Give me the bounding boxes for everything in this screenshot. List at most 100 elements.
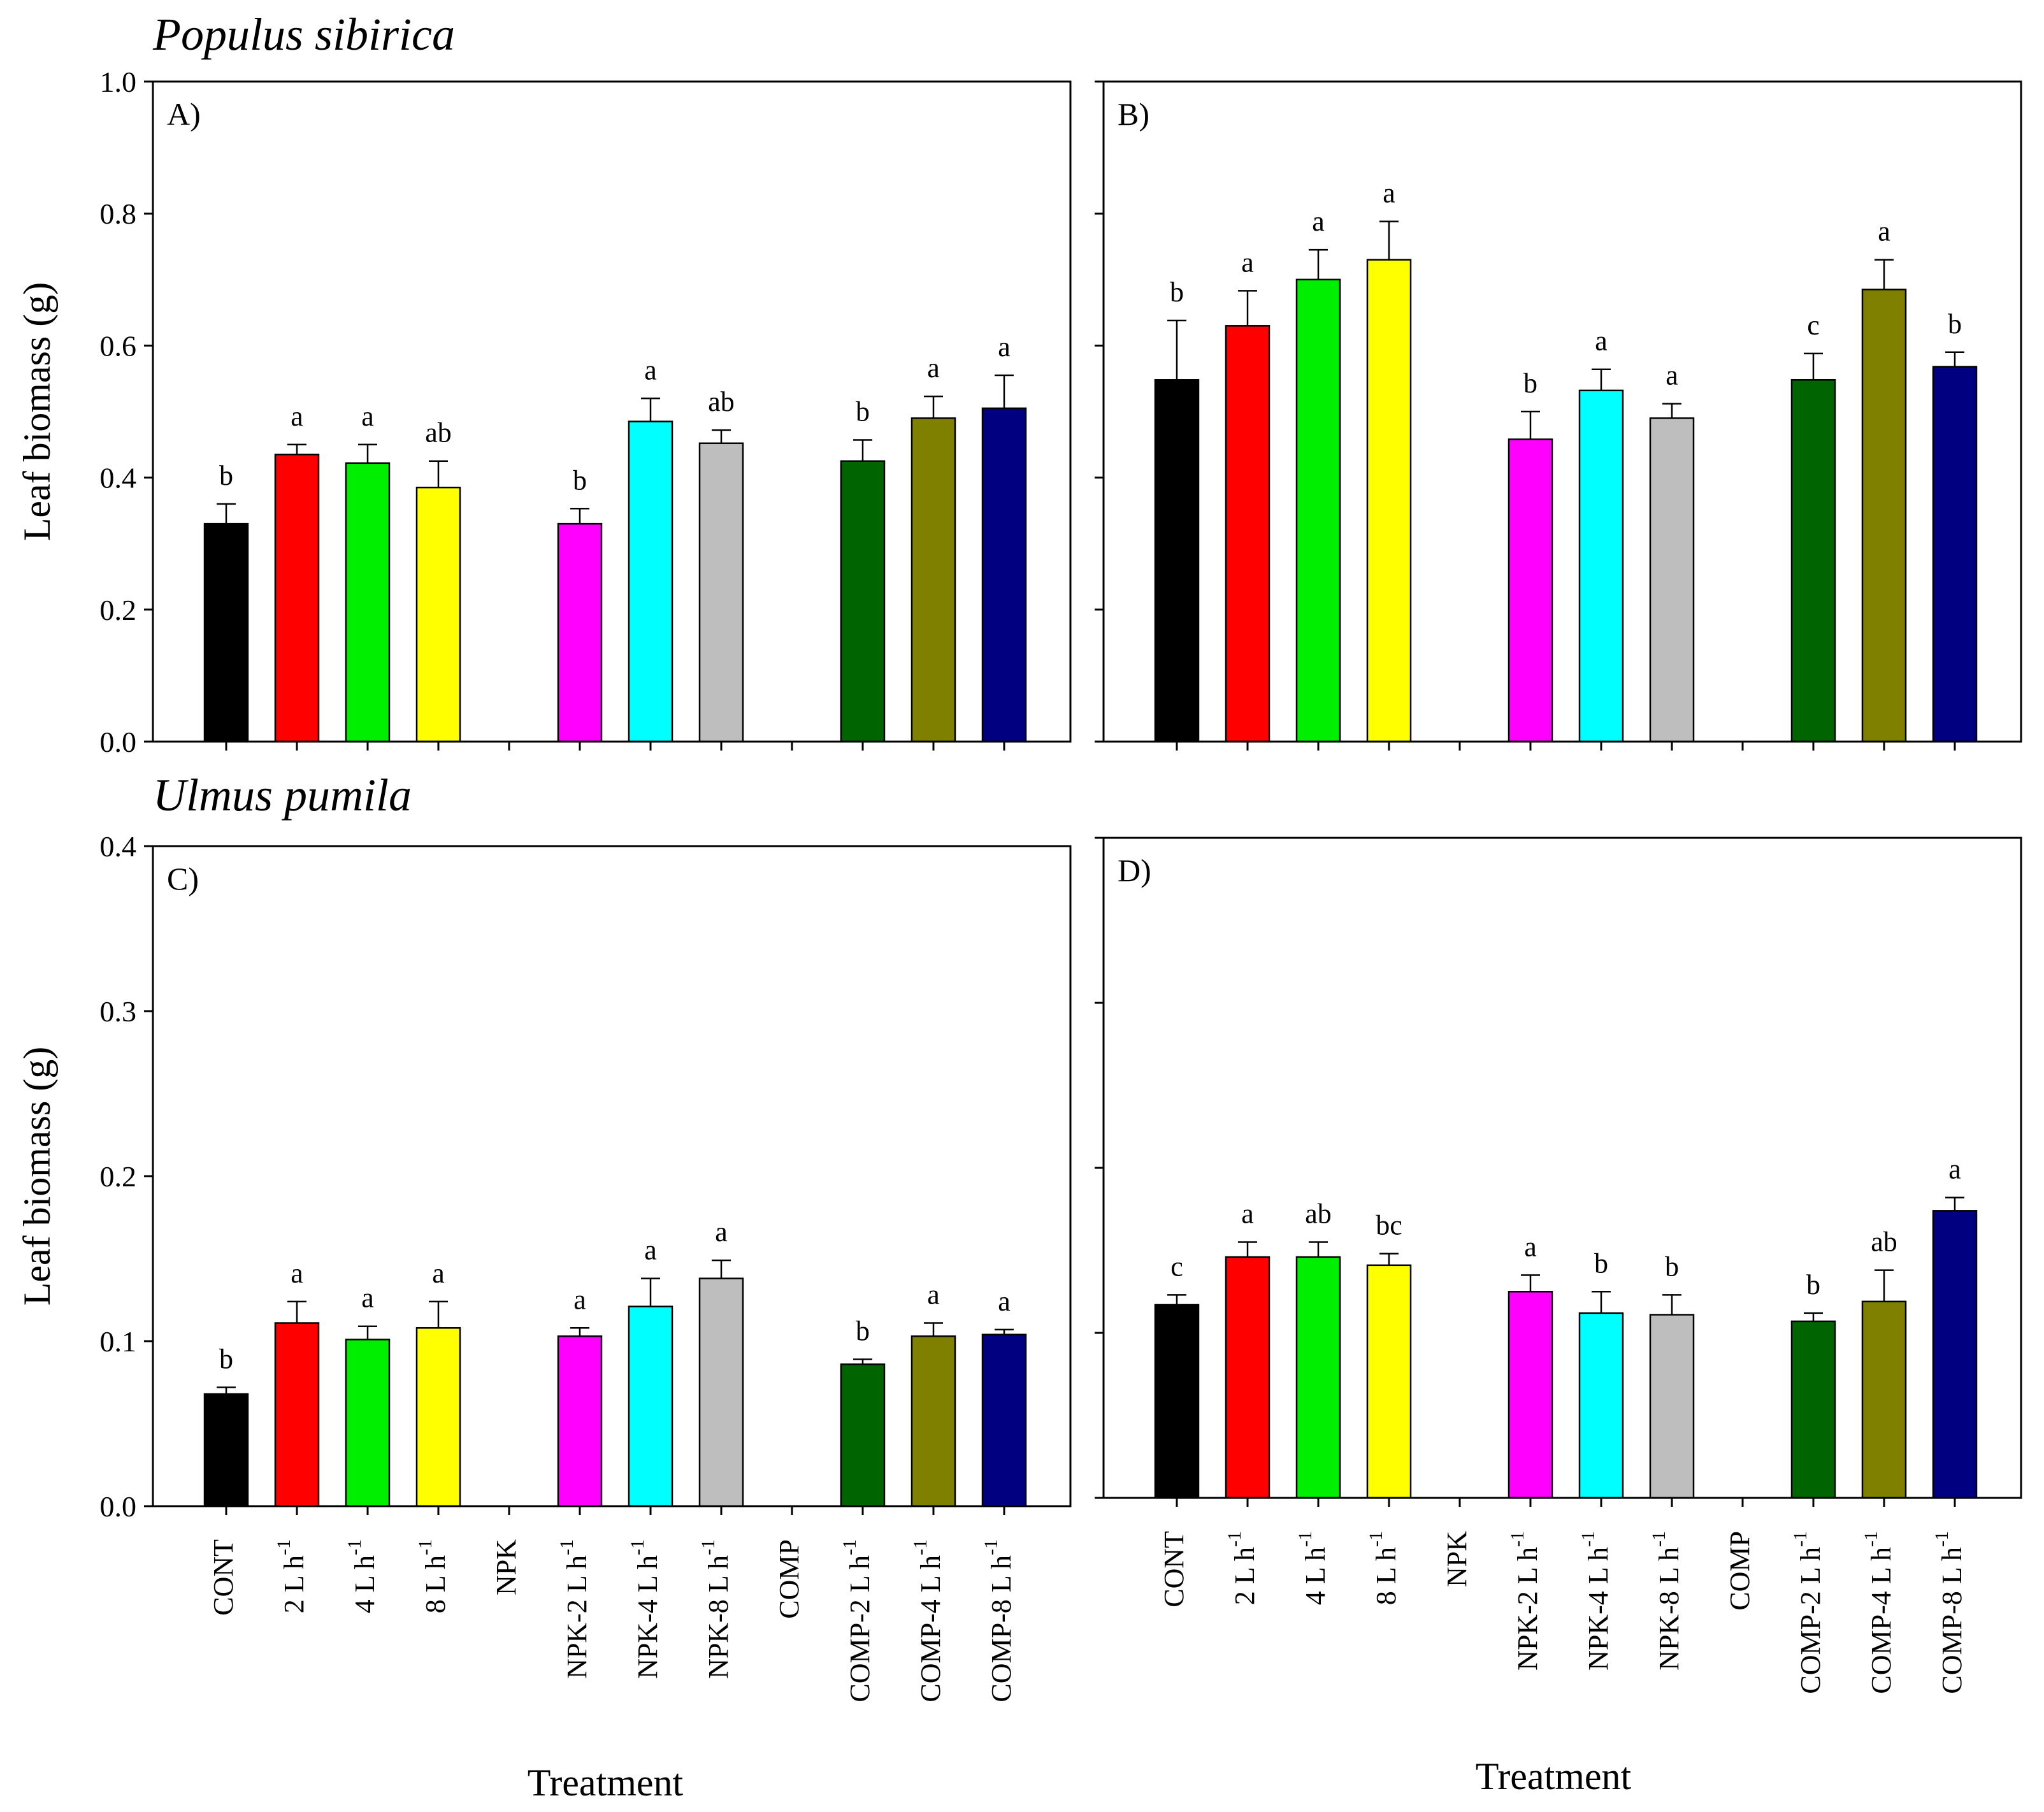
panel-c-xlabel-comp-8-l-h-1: COMP-8 L h-1 [981, 1539, 1017, 1702]
panel-d-xlabel-comp: COMP [1724, 1531, 1755, 1611]
panel-b-error-bar-cont [1167, 319, 1186, 380]
panel-c-xlabel-4-l-h-1: 4 L h-1 [344, 1539, 380, 1613]
panel-d-sig-letter-comp-2-l-h-1: b [1806, 1269, 1820, 1300]
panel-a-sig-letter-npk-4-l-h-1: a [644, 354, 657, 385]
panel-d-xlabel-npk-2-l-h-1: NPK-2 L h-1 [1507, 1531, 1543, 1671]
panel-d-bar-comp-2-l-h-1 [1790, 1320, 1836, 1499]
panel-a-ytick-label: 0.6 [100, 329, 137, 362]
panel-c-bar-8-l-h-1 [415, 1327, 461, 1507]
panel-a-sig-letter-npk-8-l-h-1: ab [708, 386, 735, 417]
panel-c-bar-cont [203, 1393, 249, 1507]
panel-c-sig-letter-npk-4-l-h-1: a [644, 1235, 657, 1266]
panel-d-sig-letter-cont: c [1170, 1251, 1183, 1282]
panel-b-error-bar-npk-4-l-h-1 [1592, 368, 1611, 391]
panel-a-bar-comp-4-l-h-1 [910, 417, 956, 743]
panel-b-sig-letter-cont: b [1170, 277, 1184, 308]
panel-b-frame [1102, 80, 2022, 743]
panel-b-error-bar-npk-8-l-h-1 [1662, 403, 1681, 419]
panel-b-sig-letter-4-l-h-1: a [1312, 206, 1325, 237]
panel-d-sig-letter-comp-4-l-h-1: ab [1871, 1226, 1897, 1258]
panel-c-bar-2-l-h-1 [274, 1322, 320, 1507]
panel-c-sig-letter-npk-8-l-h-1: a [715, 1216, 728, 1248]
panel-d-bar-npk-2-l-h-1 [1508, 1291, 1553, 1499]
panel-c-sig-letter-4-l-h-1: a [361, 1283, 374, 1314]
panel-a-sig-letter-8-l-h-1: ab [425, 417, 452, 449]
panel-b-sig-letter-comp-2-l-h-1: c [1807, 310, 1820, 341]
panel-d-xlabel-comp-8-l-h-1: COMP-8 L h-1 [1931, 1531, 1968, 1694]
panel-d-frame [1102, 837, 2022, 1499]
panel-c-error-bar-npk-4-l-h-1 [641, 1277, 660, 1307]
panel-d-sig-letter-npk-4-l-h-1: b [1594, 1248, 1608, 1279]
panel-a-frame [152, 80, 1072, 743]
panel-a-error-bar-cont [217, 503, 236, 524]
panel-d-xlabel-npk-4-l-h-1: NPK-4 L h-1 [1578, 1531, 1614, 1671]
panel-c-bar-comp-2-l-h-1 [840, 1363, 886, 1507]
panel-a-error-bar-comp-4-l-h-1 [924, 395, 943, 419]
panel-a-bar-2-l-h-1 [274, 454, 320, 743]
panel-c-error-bar-npk-8-l-h-1 [712, 1259, 731, 1279]
panel-a-sig-letter-npk-2-l-h-1: b [573, 464, 587, 496]
panel-d-error-bar-comp-8-l-h-1 [1945, 1197, 1964, 1211]
panel-d-sig-letter-4-l-h-1: ab [1305, 1198, 1332, 1230]
panel-b-sig-letter-2-l-h-1: a [1241, 247, 1254, 278]
panel-b-bar-4-l-h-1 [1295, 278, 1341, 743]
panel-d-xlabel-comp-2-l-h-1: COMP-2 L h-1 [1790, 1531, 1826, 1694]
panel-c-error-bar-4-l-h-1 [358, 1325, 377, 1340]
panel-d-sig-letter-npk-8-l-h-1: b [1665, 1251, 1679, 1282]
panel-c-y-axis-title: Leaf biomass (g) [16, 1047, 58, 1306]
panel-b-bar-comp-2-l-h-1 [1790, 379, 1836, 743]
panel-d-error-bar-2-l-h-1 [1238, 1241, 1257, 1257]
panel-c-bar-npk-8-l-h-1 [698, 1277, 744, 1507]
panel-d-error-bar-8-l-h-1 [1379, 1253, 1399, 1265]
panel-b-bar-npk-4-l-h-1 [1578, 389, 1624, 743]
panel-d-xlabel-comp-4-l-h-1: COMP-4 L h-1 [1860, 1531, 1897, 1694]
panel-c-error-bar-comp-2-l-h-1 [853, 1358, 872, 1365]
panel-c-sig-letter-2-l-h-1: a [291, 1258, 303, 1289]
panel-c-ytick-label: 0.3 [100, 995, 137, 1028]
panel-c-xlabel-comp-4-l-h-1: COMP-4 L h-1 [910, 1539, 946, 1702]
panel-c-ytick-label: 0.0 [100, 1490, 137, 1523]
panel-b-error-bar-comp-4-l-h-1 [1875, 259, 1894, 290]
panel-b-error-bar-2-l-h-1 [1238, 290, 1257, 326]
panel-d-xlabel-cont: CONT [1158, 1531, 1190, 1607]
panel-c-frame [152, 845, 1072, 1507]
panel-b-error-bar-npk-2-l-h-1 [1521, 410, 1540, 440]
panel-c-xlabel-npk-8-l-h-1: NPK-8 L h-1 [698, 1539, 734, 1679]
panel-c-bar-npk-4-l-h-1 [628, 1305, 673, 1507]
panel-a-error-bar-8-l-h-1 [429, 460, 448, 488]
panel-a-bar-npk-4-l-h-1 [628, 421, 673, 743]
panel-d-xlabel-8-l-h-1: 8 L h-1 [1365, 1531, 1402, 1605]
panel-a-bar-comp-8-l-h-1 [981, 407, 1027, 743]
panel-b-bar-comp-8-l-h-1 [1932, 366, 1978, 743]
panel-d-sig-letter-npk-2-l-h-1: a [1524, 1231, 1537, 1262]
panel-a-ytick-label: 0.4 [100, 462, 137, 494]
panel-c-error-bar-comp-8-l-h-1 [995, 1328, 1014, 1335]
panel-c-sig-letter-comp-4-l-h-1: a [927, 1279, 940, 1311]
panel-d-bar-comp-8-l-h-1 [1932, 1210, 1978, 1499]
panel-b-error-bar-comp-8-l-h-1 [1945, 351, 1964, 367]
panel-b-sig-letter-comp-8-l-h-1: b [1948, 308, 1962, 340]
panel-a-ytick-label: 0.8 [100, 198, 137, 230]
panel-c-xlabel-npk-4-l-h-1: NPK-4 L h-1 [627, 1539, 663, 1679]
panel-c-error-bar-comp-4-l-h-1 [924, 1322, 943, 1337]
panel-a-ytick-label: 0.2 [100, 594, 137, 626]
panel-a-bar-comp-2-l-h-1 [840, 460, 886, 743]
panel-a-error-bar-4-l-h-1 [358, 443, 377, 463]
panel-b-bar-comp-4-l-h-1 [1861, 289, 1907, 743]
panel-d-error-bar-npk-8-l-h-1 [1662, 1294, 1681, 1315]
panel-c-error-bar-cont [217, 1386, 236, 1394]
panel-a-error-bar-npk-2-l-h-1 [570, 508, 589, 524]
panel-a-sig-letter-2-l-h-1: a [291, 401, 303, 432]
panel-a-error-bar-npk-8-l-h-1 [712, 429, 731, 443]
panel-d-error-bar-cont [1167, 1294, 1186, 1305]
panel-d-bar-npk-4-l-h-1 [1578, 1312, 1624, 1499]
panel-c-xlabel-8-l-h-1: 8 L h-1 [415, 1539, 451, 1613]
panel-d-label: D) [1118, 852, 1151, 888]
panel-c-bar-npk-2-l-h-1 [557, 1335, 603, 1507]
panel-c-ytick-label: 0.2 [100, 1160, 137, 1193]
panel-a-sig-letter-comp-4-l-h-1: a [927, 352, 940, 384]
panel-c-error-bar-npk-2-l-h-1 [570, 1327, 589, 1337]
panel-a-error-bar-comp-8-l-h-1 [995, 374, 1014, 408]
panel-a-label: A) [167, 96, 201, 132]
